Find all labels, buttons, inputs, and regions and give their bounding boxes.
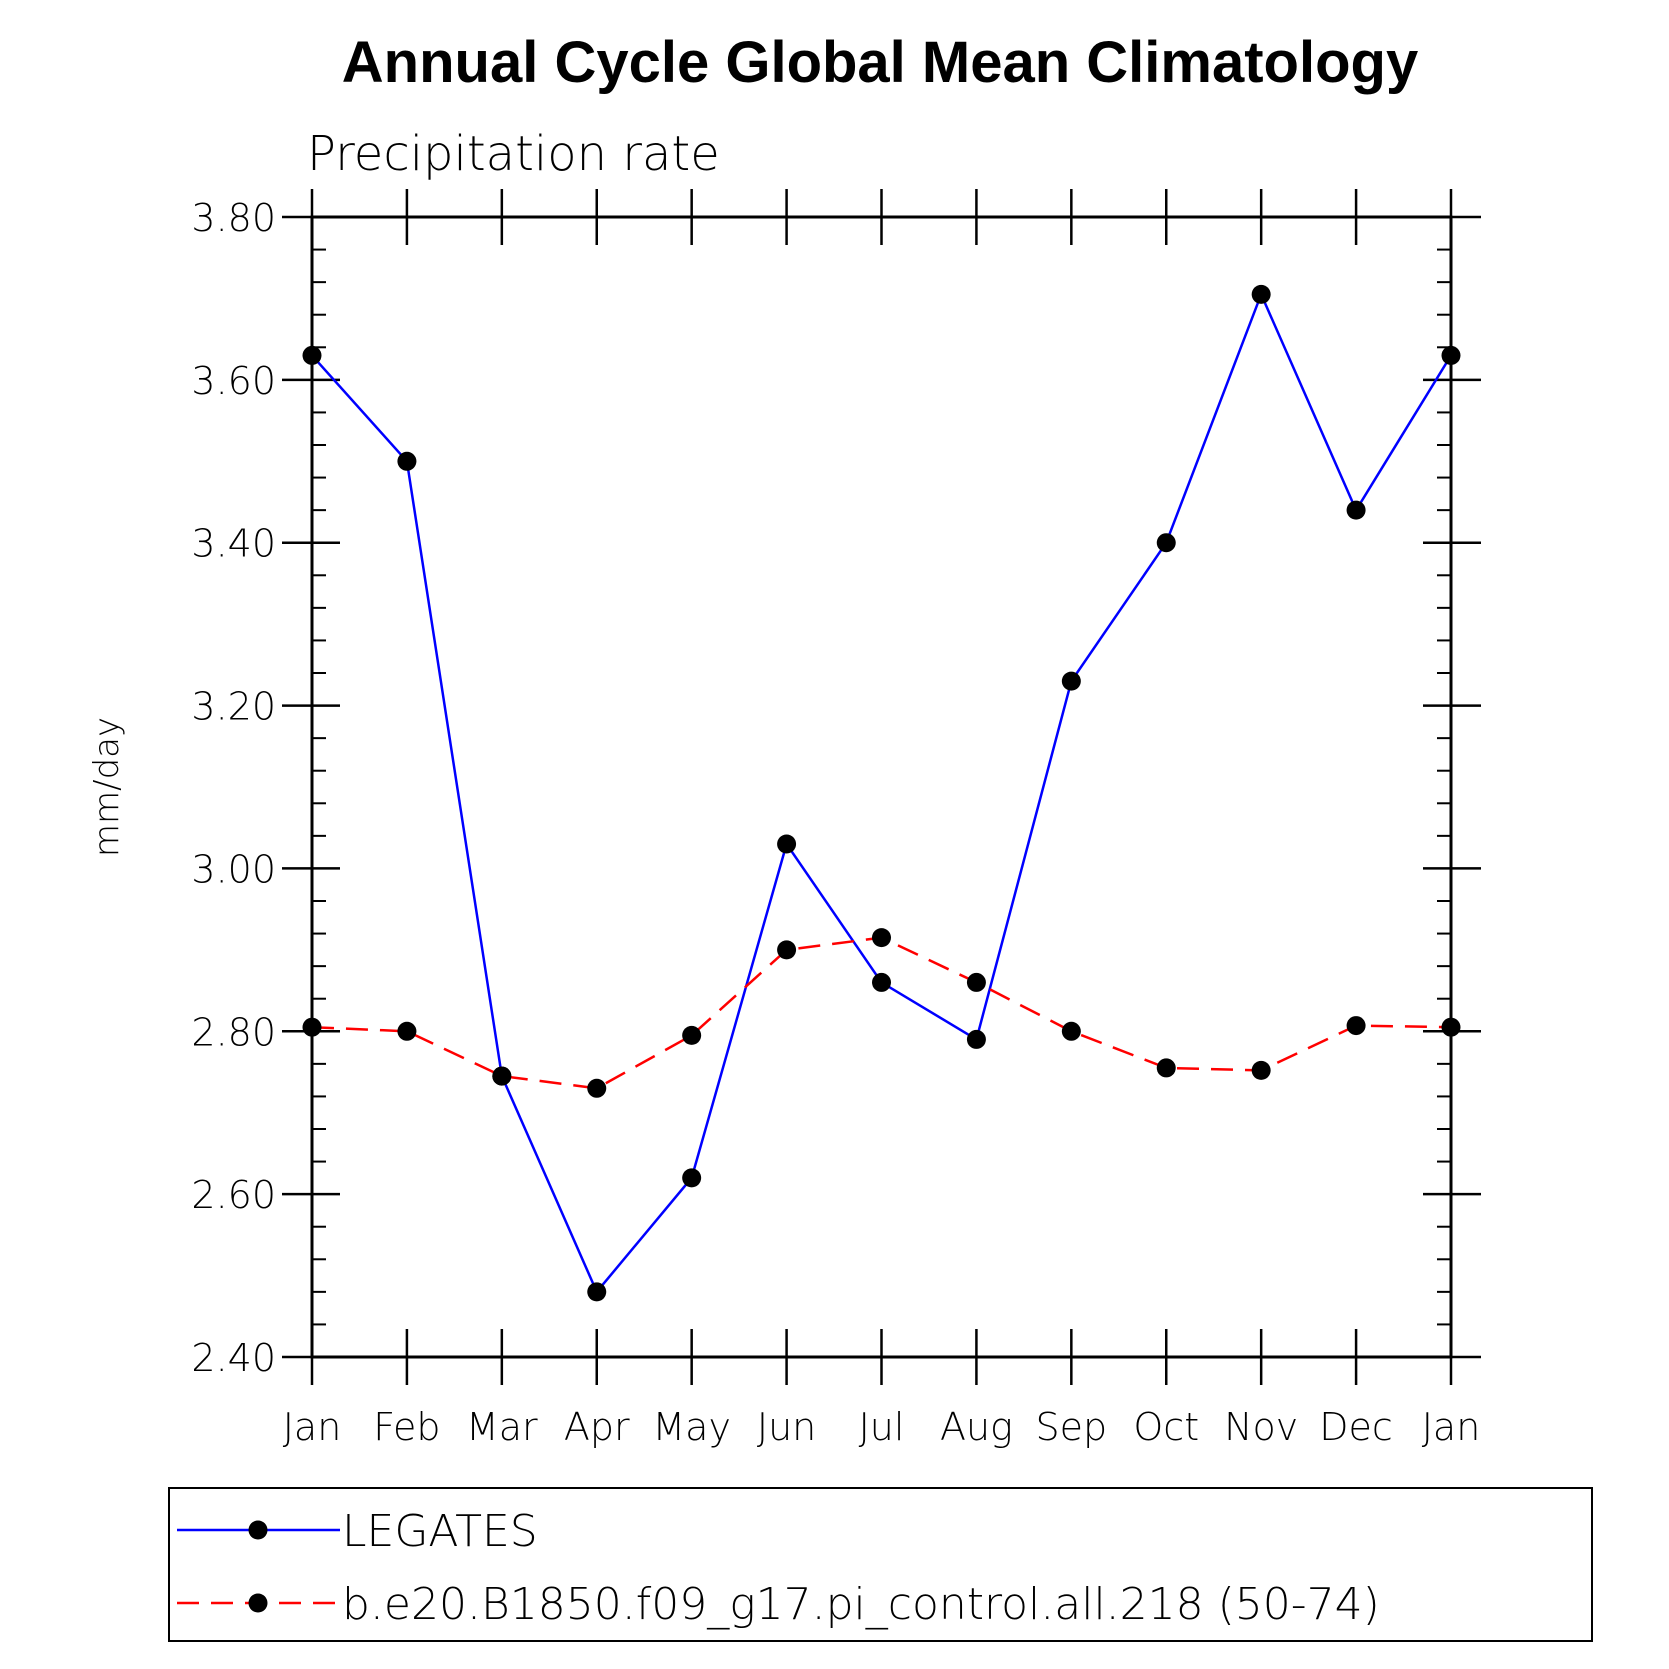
data-point xyxy=(302,345,322,365)
data-point xyxy=(1061,1021,1081,1041)
y-tick-label: 2.80 xyxy=(191,1010,276,1054)
y-tick-label: 3.00 xyxy=(191,847,276,891)
data-point xyxy=(1441,345,1461,365)
legend-items: LEGATES b.e20.B1850.f09_g17.pi_control.al… xyxy=(177,1506,1380,1630)
x-tick-label: Jan xyxy=(283,1405,342,1449)
data-point xyxy=(966,972,986,992)
x-tick-label: Jun xyxy=(757,1405,816,1449)
data-point xyxy=(587,1078,607,1098)
x-tick-label: Mar xyxy=(466,1405,538,1449)
data-point xyxy=(1251,1060,1271,1080)
data-point xyxy=(397,451,417,471)
axes xyxy=(282,189,1481,1385)
data-point xyxy=(682,1025,702,1045)
x-tick-label: Nov xyxy=(1224,1405,1298,1449)
data-point xyxy=(966,1029,986,1049)
data-point xyxy=(872,972,891,992)
series-1 xyxy=(302,284,1461,1302)
data-point xyxy=(777,834,797,854)
data-point xyxy=(1061,671,1081,691)
x-tick-labels: Jan Feb Mar Apr May Jun Jul Aug Sep Oct Nov Dec Jan xyxy=(283,1405,1481,1449)
y-tick-label: 2.40 xyxy=(191,1336,276,1380)
legend-entry-1: LEGATES xyxy=(177,1506,538,1557)
x-tick-label: Oct xyxy=(1133,1405,1199,1449)
series-2 xyxy=(302,928,1461,1098)
y-tick-labels: 2.40 2.60 2.80 3.00 3.20 3.40 3.60 3.80 xyxy=(191,196,276,1380)
data-point xyxy=(777,940,797,960)
data-point xyxy=(1346,1016,1366,1036)
data-point xyxy=(1441,1017,1461,1037)
data-point xyxy=(872,928,891,948)
chart-subtitle: Precipitation rate xyxy=(307,126,720,182)
chart-title: Annual Cycle Global Mean Climatology xyxy=(342,30,1418,95)
legend-swatch-marker xyxy=(248,1520,268,1540)
series-layer xyxy=(302,284,1461,1302)
legend-box xyxy=(168,1487,1593,1642)
x-tick-label: Sep xyxy=(1036,1405,1108,1449)
x-tick-label: Dec xyxy=(1319,1405,1393,1449)
legend-label: b.e20.B1850.f09_g17.pi_control.all.218 (… xyxy=(342,1579,1380,1630)
data-point xyxy=(587,1282,607,1302)
x-tick-label: Jul xyxy=(859,1405,905,1449)
x-tick-label: Feb xyxy=(373,1405,440,1449)
y-tick-label: 3.60 xyxy=(191,359,276,403)
legend-label: LEGATES xyxy=(342,1506,538,1557)
x-tick-label: Apr xyxy=(564,1405,630,1449)
plot-frame xyxy=(310,215,1453,1359)
data-point xyxy=(1156,1058,1176,1078)
x-tick-label: Aug xyxy=(940,1405,1013,1449)
series-line xyxy=(311,291,1453,1295)
legend-swatch-marker xyxy=(248,1593,268,1613)
data-point xyxy=(1251,284,1271,304)
y-tick-label: 3.80 xyxy=(191,196,276,240)
y-tick-label: 2.60 xyxy=(191,1173,276,1217)
legend-entry-2: b.e20.B1850.f09_g17.pi_control.all.218 (… xyxy=(177,1579,1380,1630)
x-tick-label: Jan xyxy=(1422,1405,1481,1449)
data-point xyxy=(1346,500,1366,520)
data-point xyxy=(492,1066,512,1086)
x-tick-label: May xyxy=(652,1405,731,1449)
data-point xyxy=(302,1017,322,1037)
data-point xyxy=(1156,533,1176,553)
data-point xyxy=(397,1021,417,1041)
y-tick-label: 3.20 xyxy=(191,685,276,729)
data-point xyxy=(682,1168,702,1188)
legend: LEGATES b.e20.B1850.f09_g17.pi_control.al… xyxy=(168,1487,1593,1642)
y-axis-label: mm/day xyxy=(87,717,127,857)
y-tick-label: 3.40 xyxy=(191,522,276,566)
